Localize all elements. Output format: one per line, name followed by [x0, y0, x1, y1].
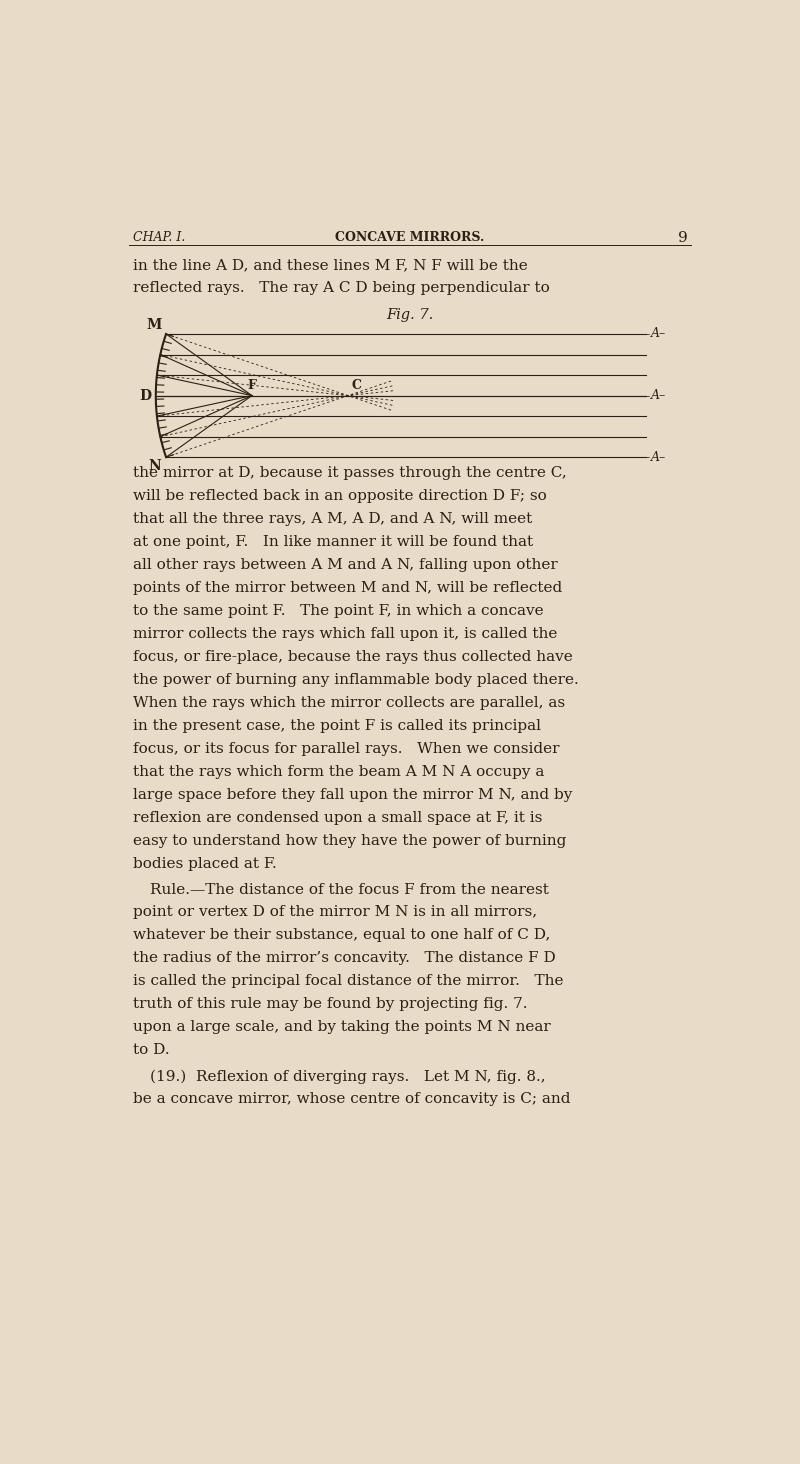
Text: N: N — [149, 458, 162, 473]
Text: truth of this rule may be found by projecting fig. 7.: truth of this rule may be found by proje… — [133, 997, 527, 1012]
Text: A–: A– — [651, 328, 666, 341]
Text: that the rays which form the beam A M N A occupy a: that the rays which form the beam A M N … — [133, 764, 544, 779]
Text: whatever be their substance, equal to one half of C D,: whatever be their substance, equal to on… — [133, 928, 550, 943]
Text: focus, or fire-place, because the rays thus collected have: focus, or fire-place, because the rays t… — [133, 650, 572, 665]
Text: large space before they fall upon the mirror M N, and by: large space before they fall upon the mi… — [133, 788, 572, 802]
Text: M: M — [146, 319, 162, 332]
Text: mirror collects the rays which fall upon it, is called the: mirror collects the rays which fall upon… — [133, 627, 557, 641]
Text: all other rays between A M and A N, falling upon other: all other rays between A M and A N, fall… — [133, 558, 558, 572]
Text: points of the mirror between M and N, will be reflected: points of the mirror between M and N, wi… — [133, 581, 562, 596]
Text: in the present case, the point F is called its principal: in the present case, the point F is call… — [133, 719, 541, 733]
Text: will be reflected back in an opposite direction D F; so: will be reflected back in an opposite di… — [133, 489, 546, 504]
Text: Fig. 7.: Fig. 7. — [386, 307, 434, 322]
Text: at one point, F.   In like manner it will be found that: at one point, F. In like manner it will … — [133, 536, 533, 549]
Text: C: C — [351, 379, 361, 392]
Text: is called the principal focal distance of the mirror.   The: is called the principal focal distance o… — [133, 975, 563, 988]
Text: F: F — [247, 379, 256, 392]
Text: that all the three rays, A M, A D, and A N, will meet: that all the three rays, A M, A D, and A… — [133, 512, 532, 527]
Text: When the rays which the mirror collects are parallel, as: When the rays which the mirror collects … — [133, 695, 565, 710]
Text: D: D — [139, 388, 151, 403]
Text: A–: A– — [651, 451, 666, 464]
Text: reflexion are condensed upon a small space at F, it is: reflexion are condensed upon a small spa… — [133, 811, 542, 824]
Text: focus, or its focus for parallel rays.   When we consider: focus, or its focus for parallel rays. W… — [133, 742, 559, 755]
Text: reflected rays.   The ray A C D being perpendicular to: reflected rays. The ray A C D being perp… — [133, 281, 550, 296]
Text: Rule.—The distance of the focus F from the nearest: Rule.—The distance of the focus F from t… — [150, 883, 550, 896]
Text: bodies placed at F.: bodies placed at F. — [133, 856, 276, 871]
Text: the power of burning any inflammable body placed there.: the power of burning any inflammable bod… — [133, 673, 578, 687]
Text: 9: 9 — [678, 231, 687, 244]
Text: A–: A– — [651, 389, 666, 403]
Text: point or vertex D of the mirror M N is in all mirrors,: point or vertex D of the mirror M N is i… — [133, 906, 537, 919]
Text: upon a large scale, and by taking the points M N near: upon a large scale, and by taking the po… — [133, 1020, 550, 1034]
Text: the radius of the mirror’s concavity.   The distance F D: the radius of the mirror’s concavity. Th… — [133, 952, 555, 965]
Text: (19.)  Reflexion of diverging rays.   Let M N, fig. 8.,: (19.) Reflexion of diverging rays. Let M… — [150, 1069, 546, 1083]
Text: to D.: to D. — [133, 1044, 169, 1057]
Text: CONCAVE MIRRORS.: CONCAVE MIRRORS. — [335, 231, 485, 244]
Text: the mirror at D, because it passes through the centre C,: the mirror at D, because it passes throu… — [133, 467, 566, 480]
Text: be a concave mirror, whose centre of concavity is C; and: be a concave mirror, whose centre of con… — [133, 1092, 570, 1107]
Text: CHAP. I.: CHAP. I. — [133, 231, 185, 244]
Text: easy to understand how they have the power of burning: easy to understand how they have the pow… — [133, 833, 566, 848]
Text: in the line A D, and these lines M F, N F will be the: in the line A D, and these lines M F, N … — [133, 258, 527, 272]
Text: to the same point F.   The point F, in which a concave: to the same point F. The point F, in whi… — [133, 605, 543, 618]
